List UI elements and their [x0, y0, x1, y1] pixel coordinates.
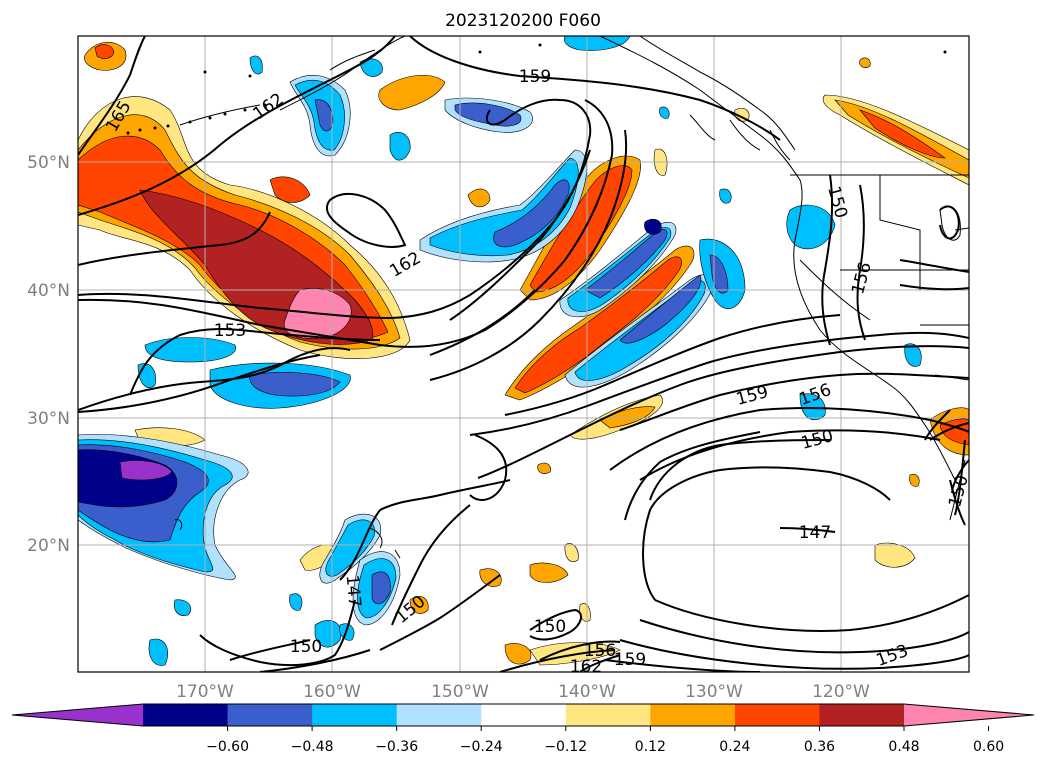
lon-label: 130°W [685, 682, 743, 702]
colorbar-swatch [312, 704, 398, 726]
contour-lines [78, 36, 969, 672]
contour-label: 159 [614, 650, 646, 670]
map-frame [77, 35, 970, 673]
lon-label: 170°W [176, 682, 234, 702]
longitude-labels: 170°W 160°W 150°W 140°W 130°W 120°W [176, 682, 870, 702]
contour-label: 162 [570, 657, 602, 677]
contour-label: 150 [945, 473, 973, 510]
lat-label: 40°N [27, 281, 70, 301]
gridlines [78, 36, 969, 672]
contour-label: 147 [342, 574, 365, 608]
colorbar-tick-label: 0.12 [635, 739, 666, 755]
colorbar-swatch [650, 704, 736, 726]
colorbar-swatch [481, 704, 567, 726]
lon-label: 140°W [558, 682, 616, 702]
map-area: 165 162 159 162 153 150 156 159 156 150 … [78, 36, 973, 677]
lon-label: 120°W [812, 682, 870, 702]
lat-label: 20°N [27, 536, 70, 556]
colorbar-swatch [734, 704, 820, 726]
colorbar-swatch [227, 704, 313, 726]
lat-label: 30°N [27, 409, 70, 429]
contour-label: 159 [519, 67, 551, 87]
colorbar-swatch [565, 704, 651, 726]
contour-label: 153 [214, 321, 246, 341]
positive-anomaly-fills [78, 42, 969, 666]
contour-label: 147 [799, 523, 831, 543]
contour-label: 150 [534, 617, 566, 637]
colorbar-tick-label: 0.24 [719, 739, 750, 755]
figure-title: 2023120200 F060 [445, 11, 601, 31]
contour-label: 156 [584, 641, 616, 661]
lon-label: 160°W [303, 682, 361, 702]
colorbar-swatch [819, 704, 905, 726]
colorbar-tick-label: −0.60 [206, 739, 249, 755]
colorbar-tick-label: −0.48 [291, 739, 334, 755]
colorbar-extend-high [904, 704, 1034, 726]
aleutian-islands [126, 43, 947, 135]
negative-anomaly-fills [78, 36, 922, 666]
colorbar-tick-label: 0.48 [888, 739, 919, 755]
colorbar-tick-label: 0.36 [804, 739, 835, 755]
colorbar-tick-label: −0.36 [375, 739, 418, 755]
colorbar-outline [11, 703, 1035, 727]
colorbar-swatch [143, 704, 229, 726]
colorbar-tick-label: −0.24 [460, 739, 503, 755]
colorbar-swatch [396, 704, 482, 726]
lon-label: 150°W [431, 682, 489, 702]
lat-label: 50°N [27, 153, 70, 173]
colorbar-tick-label: −0.12 [544, 739, 587, 755]
colorbar-tick-label: 0.60 [973, 739, 1004, 755]
contour-label: 150 [290, 637, 322, 657]
colorbar: −0.60 −0.48 −0.36 −0.24 −0.12 0.12 0.24 0.36 0.4… [11, 703, 1035, 755]
colorbar-extend-low [12, 704, 143, 726]
coastlines [174, 36, 969, 559]
latitude-labels: 50°N 40°N 30°N 20°N [27, 153, 70, 556]
